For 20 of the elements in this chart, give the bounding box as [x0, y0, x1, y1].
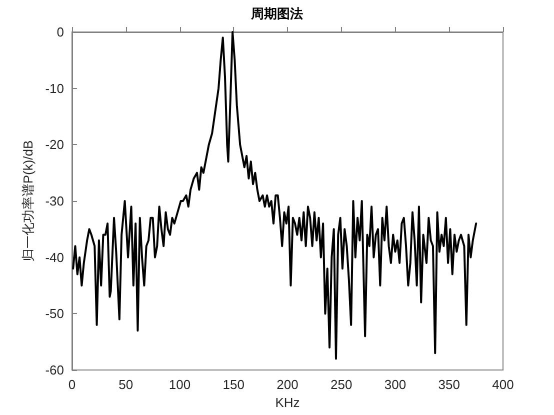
y-tick-label: 0	[56, 24, 64, 40]
y-tick-label: -10	[45, 80, 64, 96]
x-tick-label: 250	[330, 377, 352, 392]
x-axis-title: KHz	[275, 394, 300, 410]
x-tick-label: 0	[68, 377, 76, 392]
y-axis-title: 归一化功率谱P(k)/dB	[20, 140, 36, 262]
x-tick-label: 100	[168, 377, 191, 392]
x-tick-label: 50	[118, 377, 134, 392]
y-tick-label: -20	[45, 137, 64, 152]
x-tick-label: 300	[384, 377, 406, 392]
x-tick-label: 200	[276, 377, 298, 392]
y-tick-label: -50	[45, 306, 64, 322]
chart-title: 周期图法	[250, 6, 303, 21]
x-tick-label: 150	[222, 377, 244, 392]
x-tick-label: 400	[492, 377, 514, 392]
y-tick-label: -40	[45, 250, 64, 265]
y-tick-label: -30	[45, 194, 64, 208]
x-tick-label: 350	[438, 377, 460, 392]
line-series	[72, 31, 478, 360]
y-tick-label: -60	[45, 362, 64, 378]
